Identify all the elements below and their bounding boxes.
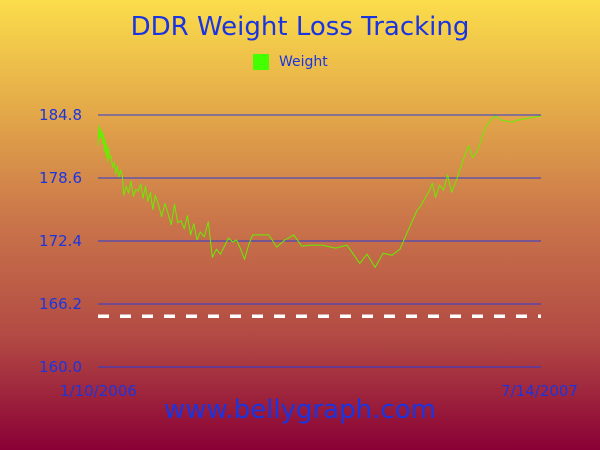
y-tick-label-4: 184.8 [39, 106, 82, 124]
y-tick-label-3: 178.6 [39, 169, 82, 187]
y-tick-label-2: 172.4 [39, 232, 82, 250]
x-tick-label-end: 7/14/2007 [501, 382, 578, 400]
gridlines [98, 114, 541, 368]
x-tick-label-start: 1/10/2006 [60, 382, 137, 400]
legend-label-weight: Weight [279, 54, 328, 70]
y-tick-label-0: 160.0 [39, 358, 82, 376]
series-line-weight [97, 115, 542, 268]
series-layer [97, 115, 542, 268]
y-tick-label-1: 166.2 [39, 295, 82, 313]
footer-url[interactable]: www.bellygraph.com [164, 395, 436, 425]
y-axis-ticks: 160.0 166.2 172.4 178.6 184.8 [39, 106, 82, 376]
chart-title: DDR Weight Loss Tracking [131, 12, 470, 42]
legend-swatch [253, 54, 269, 70]
